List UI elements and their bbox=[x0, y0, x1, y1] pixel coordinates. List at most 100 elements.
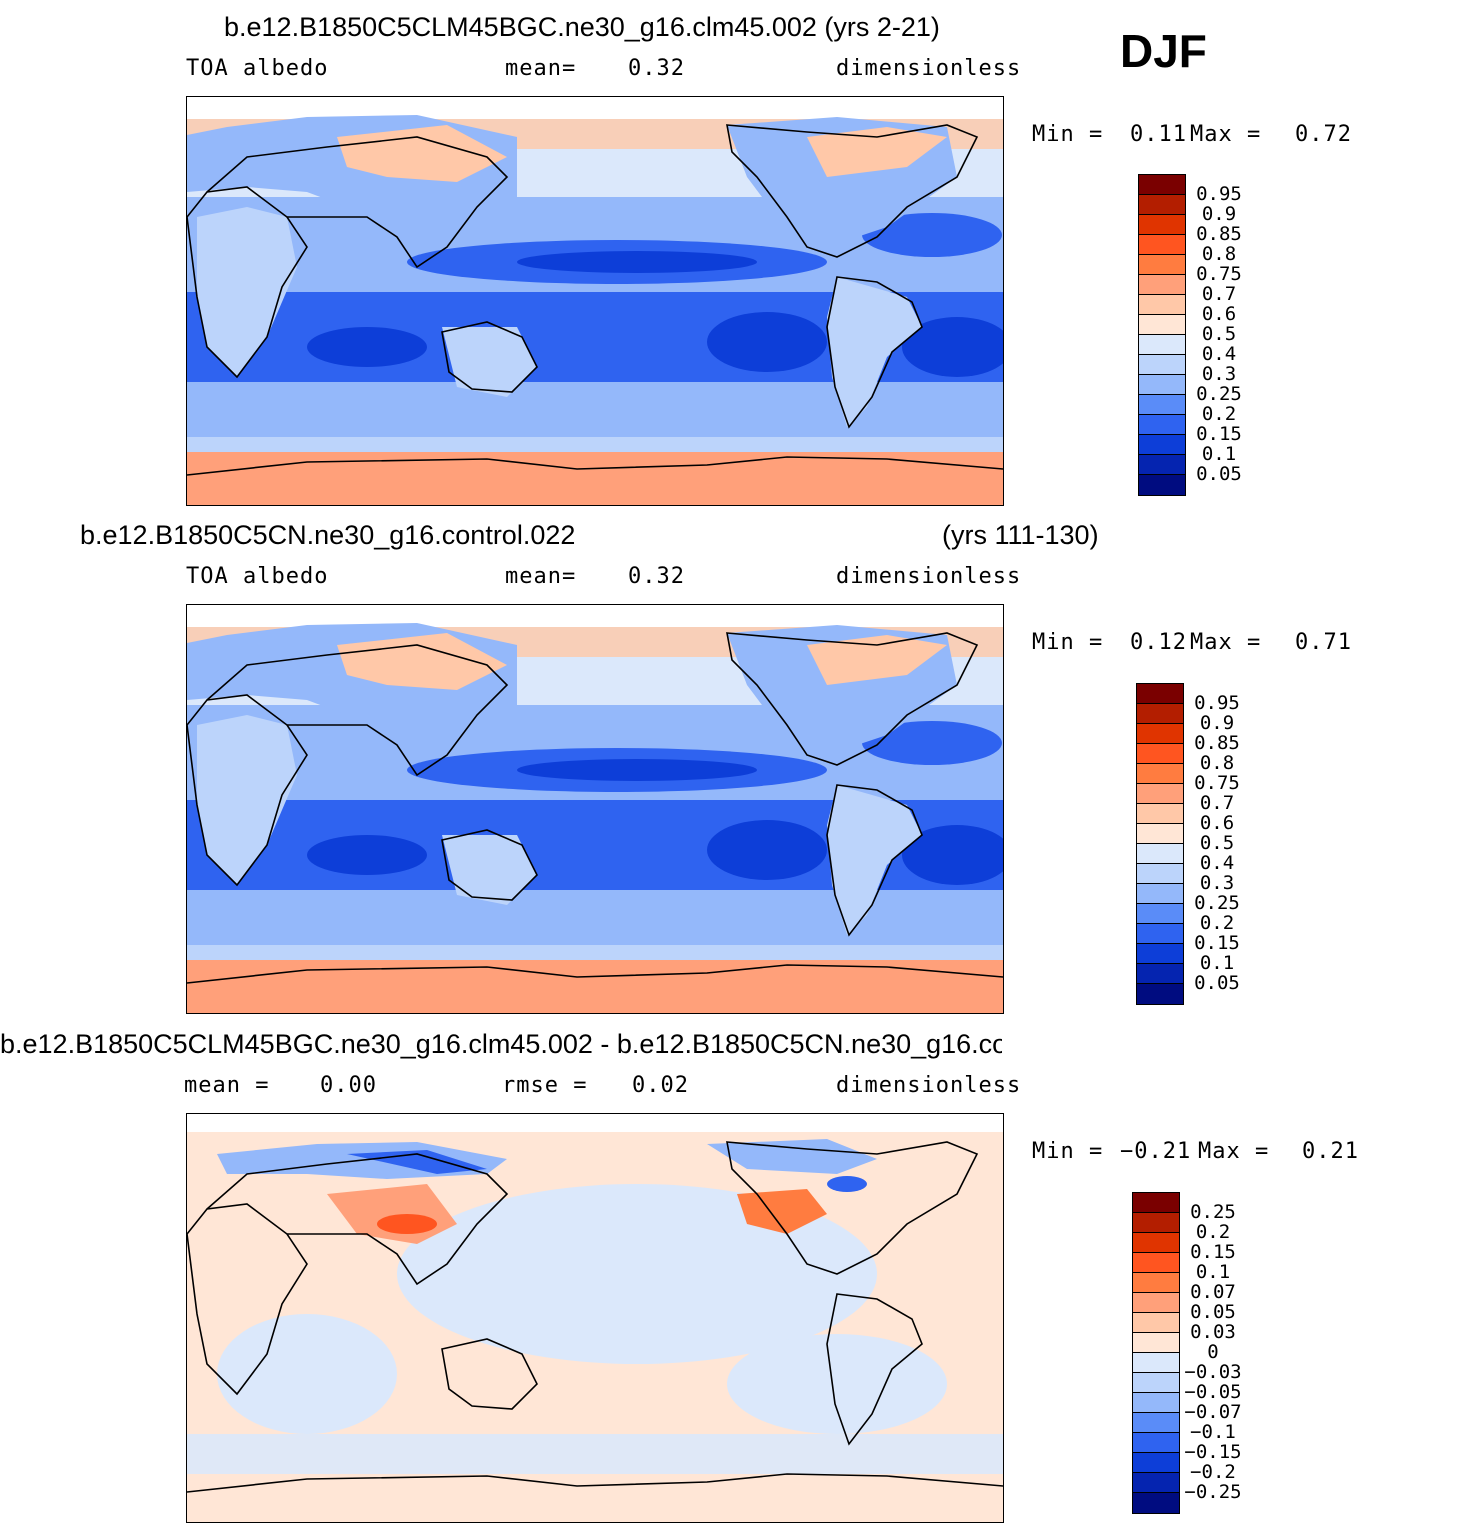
colorbar-label: 0.05 bbox=[1194, 971, 1240, 994]
colorbar-label: 0.5 bbox=[1199, 831, 1235, 854]
colorbar-label: −0.25 bbox=[1184, 1480, 1242, 1503]
colorbar-label: 0.7 bbox=[1199, 791, 1235, 814]
colorbar-label: 0.9 bbox=[1199, 711, 1235, 734]
panel-2-years: (yrs 111-130) bbox=[942, 520, 1099, 550]
panel-2-colorbar bbox=[1136, 683, 1184, 1005]
colorbar-label: 0.6 bbox=[1199, 811, 1235, 834]
panel-1-variable-label: TOA albedo bbox=[186, 56, 329, 81]
panel-1-colorbar bbox=[1138, 174, 1186, 496]
colorbar-label: 0.1 bbox=[1201, 442, 1237, 465]
panel-3-max-value: 0.21 bbox=[1302, 1139, 1359, 1164]
colorbar-cell bbox=[1137, 724, 1183, 744]
panel-1-min-label: Min = bbox=[1032, 122, 1104, 147]
colorbar-cell bbox=[1133, 1333, 1179, 1353]
panel-3-rmse-label: rmse = bbox=[502, 1073, 588, 1098]
panel-2-max-label: Max = bbox=[1190, 630, 1262, 655]
colorbar-label: 0.4 bbox=[1199, 851, 1235, 874]
panel-3-min-value: −0.21 bbox=[1120, 1139, 1192, 1164]
panel-3-max-label: Max = bbox=[1198, 1139, 1270, 1164]
colorbar-label: 0.2 bbox=[1201, 402, 1237, 425]
colorbar-cell bbox=[1139, 355, 1185, 375]
panel-1-max-label: Max = bbox=[1190, 122, 1262, 147]
colorbar-label: 0.95 bbox=[1194, 691, 1240, 714]
panel-1-max-value: 0.72 bbox=[1295, 122, 1352, 147]
colorbar-label: 0.2 bbox=[1199, 911, 1235, 934]
colorbar-cell bbox=[1133, 1233, 1179, 1253]
colorbar-cell bbox=[1137, 744, 1183, 764]
colorbar-label: 0.2 bbox=[1195, 1220, 1231, 1243]
colorbar-cell bbox=[1139, 195, 1185, 215]
colorbar-cell bbox=[1133, 1273, 1179, 1293]
colorbar-label: 0.1 bbox=[1199, 951, 1235, 974]
colorbar-cell bbox=[1139, 315, 1185, 335]
colorbar-cell bbox=[1139, 175, 1185, 195]
colorbar-cell bbox=[1139, 215, 1185, 235]
colorbar-cell bbox=[1139, 455, 1185, 475]
panel-3-colorbar bbox=[1132, 1192, 1180, 1514]
colorbar-cell bbox=[1139, 235, 1185, 255]
colorbar-cell bbox=[1133, 1413, 1179, 1433]
colorbar-label: 0.3 bbox=[1199, 871, 1235, 894]
colorbar-label: 0.4 bbox=[1201, 342, 1237, 365]
panel-2-title: b.e12.B1850C5CN.ne30_g16.control.022 bbox=[80, 520, 576, 550]
colorbar-label: 0.7 bbox=[1201, 282, 1237, 305]
colorbar-cell bbox=[1137, 924, 1183, 944]
colorbar-cell bbox=[1139, 415, 1185, 435]
colorbar-label: 0.75 bbox=[1196, 262, 1242, 285]
colorbar-cell bbox=[1133, 1313, 1179, 1333]
panel-3-units: dimensionless bbox=[836, 1073, 1022, 1098]
panel-1-map bbox=[186, 96, 1004, 506]
colorbar-cell bbox=[1139, 395, 1185, 415]
colorbar-label: 0.8 bbox=[1201, 242, 1237, 265]
colorbar-label: −0.05 bbox=[1184, 1380, 1242, 1403]
panel-2-units: dimensionless bbox=[836, 564, 1022, 589]
colorbar-label: 0.15 bbox=[1194, 931, 1240, 954]
colorbar-cell bbox=[1139, 435, 1185, 455]
season-label: DJF bbox=[1120, 25, 1207, 77]
colorbar-label: 0.9 bbox=[1201, 202, 1237, 225]
panel-3-min-label: Min = bbox=[1032, 1139, 1104, 1164]
panel-3-map-canvas bbox=[187, 1114, 1003, 1522]
colorbar-cell bbox=[1133, 1473, 1179, 1493]
colorbar-cell bbox=[1139, 375, 1185, 395]
colorbar-label: 0.8 bbox=[1199, 751, 1235, 774]
colorbar-label: −0.03 bbox=[1184, 1360, 1242, 1383]
colorbar-label: 0.3 bbox=[1201, 362, 1237, 385]
panel-1-mean-label: mean= bbox=[505, 56, 577, 81]
panel-2-map-canvas bbox=[187, 605, 1003, 1013]
colorbar-cell bbox=[1133, 1253, 1179, 1273]
colorbar-label: 0.95 bbox=[1196, 182, 1242, 205]
colorbar-label: 0.25 bbox=[1190, 1200, 1236, 1223]
panel-2-mean-label: mean= bbox=[505, 564, 577, 589]
colorbar-cell bbox=[1133, 1393, 1179, 1413]
panel-3-title: b.e12.B1850C5CLM45BGC.ne30_g16.clm45.002… bbox=[0, 1029, 1002, 1059]
colorbar-label: 0 bbox=[1207, 1340, 1219, 1363]
colorbar-cell bbox=[1133, 1213, 1179, 1233]
colorbar-label: 0.85 bbox=[1196, 222, 1242, 245]
colorbar-label: 0.85 bbox=[1194, 731, 1240, 754]
colorbar-label: −0.1 bbox=[1190, 1420, 1236, 1443]
panel-2-variable-label: TOA albedo bbox=[186, 564, 329, 589]
colorbar-cell bbox=[1137, 864, 1183, 884]
colorbar-label: 0.07 bbox=[1190, 1280, 1236, 1303]
colorbar-cell bbox=[1137, 964, 1183, 984]
colorbar-cell bbox=[1137, 704, 1183, 724]
colorbar-cell bbox=[1133, 1433, 1179, 1453]
panel-1-min-value: 0.11 bbox=[1130, 122, 1187, 147]
colorbar-label: −0.15 bbox=[1184, 1440, 1242, 1463]
colorbar-cell bbox=[1133, 1373, 1179, 1393]
panel-3-map bbox=[186, 1113, 1004, 1523]
colorbar-label: 0.15 bbox=[1190, 1240, 1236, 1263]
panel-1-map-canvas bbox=[187, 97, 1003, 505]
colorbar-cell bbox=[1133, 1493, 1179, 1513]
colorbar-cell bbox=[1137, 944, 1183, 964]
panel-1-mean-value: 0.32 bbox=[628, 56, 685, 81]
colorbar-cell bbox=[1133, 1293, 1179, 1313]
colorbar-cell bbox=[1133, 1353, 1179, 1373]
colorbar-cell bbox=[1139, 475, 1185, 495]
colorbar-cell bbox=[1137, 764, 1183, 784]
colorbar-label: 0.03 bbox=[1190, 1320, 1236, 1343]
colorbar-cell bbox=[1139, 275, 1185, 295]
colorbar-label: 0.6 bbox=[1201, 302, 1237, 325]
colorbar-label: −0.07 bbox=[1184, 1400, 1242, 1423]
